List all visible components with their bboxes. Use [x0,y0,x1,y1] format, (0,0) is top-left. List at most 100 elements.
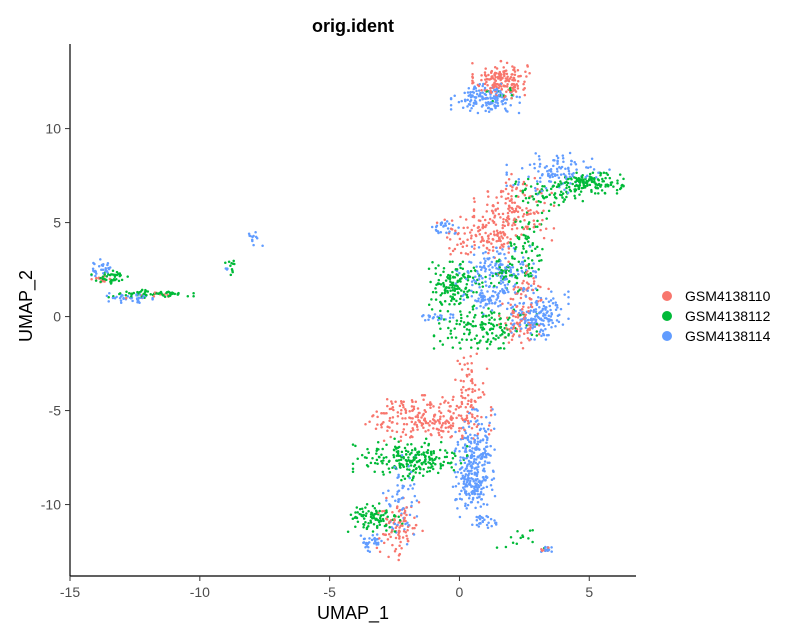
scatter-point [491,237,495,241]
scatter-point [439,221,443,225]
scatter-point [521,347,525,350]
scatter-point [426,470,429,473]
scatter-point [466,290,469,293]
scatter-point [490,260,494,264]
scatter-point [373,461,377,465]
scatter-point [472,454,476,458]
scatter-point [481,104,485,107]
scatter-point [501,269,504,273]
scatter-point [434,266,437,270]
scatter-point [99,276,102,280]
scatter-point [499,304,502,307]
scatter-point [534,275,538,279]
scatter-point [580,186,584,190]
scatter-point [458,515,462,519]
scatter-point [476,496,479,499]
scatter-point [570,177,573,181]
scatter-point [408,513,412,517]
scatter-point [482,327,486,331]
scatter-point [577,177,580,180]
scatter-point [507,290,510,294]
scatter-point [481,464,484,467]
scatter-point [474,461,478,464]
scatter-point [483,447,486,451]
scatter-point [549,187,553,191]
scatter-point [473,389,477,392]
scatter-point [406,529,409,532]
scatter-point [557,203,561,207]
scatter-point [504,271,508,275]
scatter-point [501,95,504,99]
scatter-point [450,299,453,303]
scatter-point [488,248,491,252]
scatter-point [463,363,466,366]
scatter-point [433,422,436,425]
scatter-point [568,172,571,175]
scatter-point [403,446,407,450]
scatter-point [482,239,485,242]
scatter-point [510,73,513,76]
scatter-point [475,89,478,93]
scatter-point [482,306,485,309]
scatter-point [526,177,530,181]
scatter-point [498,300,502,303]
scatter-point [507,247,511,250]
scatter-point [462,321,466,324]
scatter-point [504,197,508,200]
scatter-point [467,476,470,479]
scatter-point [532,276,535,280]
scatter-point [93,262,96,266]
scatter-point [480,415,483,419]
scatter-point [503,98,506,101]
scatter-point [471,390,474,394]
scatter-point [471,79,474,83]
scatter-point [519,314,522,317]
scatter-point [545,165,548,168]
scatter-point [351,470,355,474]
scatter-point [505,72,509,76]
scatter-point [494,521,497,525]
scatter-point [473,316,476,319]
scatter-point [473,399,477,403]
scatter-point [390,528,394,532]
scatter-point [404,411,408,415]
scatter-point [510,338,514,342]
scatter-point [432,347,436,350]
scatter-point [470,362,473,365]
scatter-point [430,308,434,311]
scatter-point [449,332,452,335]
scatter-point [391,510,394,514]
scatter-point [470,370,474,374]
scatter-point [155,292,158,295]
scatter-point [511,78,514,82]
scatter-point [499,91,502,94]
scatter-point [471,489,474,493]
scatter-point [440,316,443,320]
scatter-point [476,463,480,466]
scatter-point [534,308,538,311]
scatter-point [377,502,381,505]
scatter-point [417,450,421,454]
scatter-point [479,91,482,95]
scatter-point [522,227,526,231]
scatter-point [529,208,532,212]
scatter-point [404,522,407,526]
scatter-point [527,273,530,276]
scatter-point [486,452,490,456]
scatter-point [500,100,503,103]
scatter-point [394,526,398,530]
legend-swatch [662,311,672,321]
scatter-point [600,189,604,192]
scatter-point [502,84,506,88]
scatter-point [105,278,108,282]
scatter-point [528,163,532,166]
scatter-point [451,289,455,292]
scatter-point [402,484,406,488]
scatter-point [541,300,545,304]
scatter-point [493,284,496,288]
scatter-point [416,407,420,410]
scatter-point [502,242,506,246]
scatter-point [489,483,493,487]
scatter-point [486,290,489,293]
scatter-point [536,203,539,207]
